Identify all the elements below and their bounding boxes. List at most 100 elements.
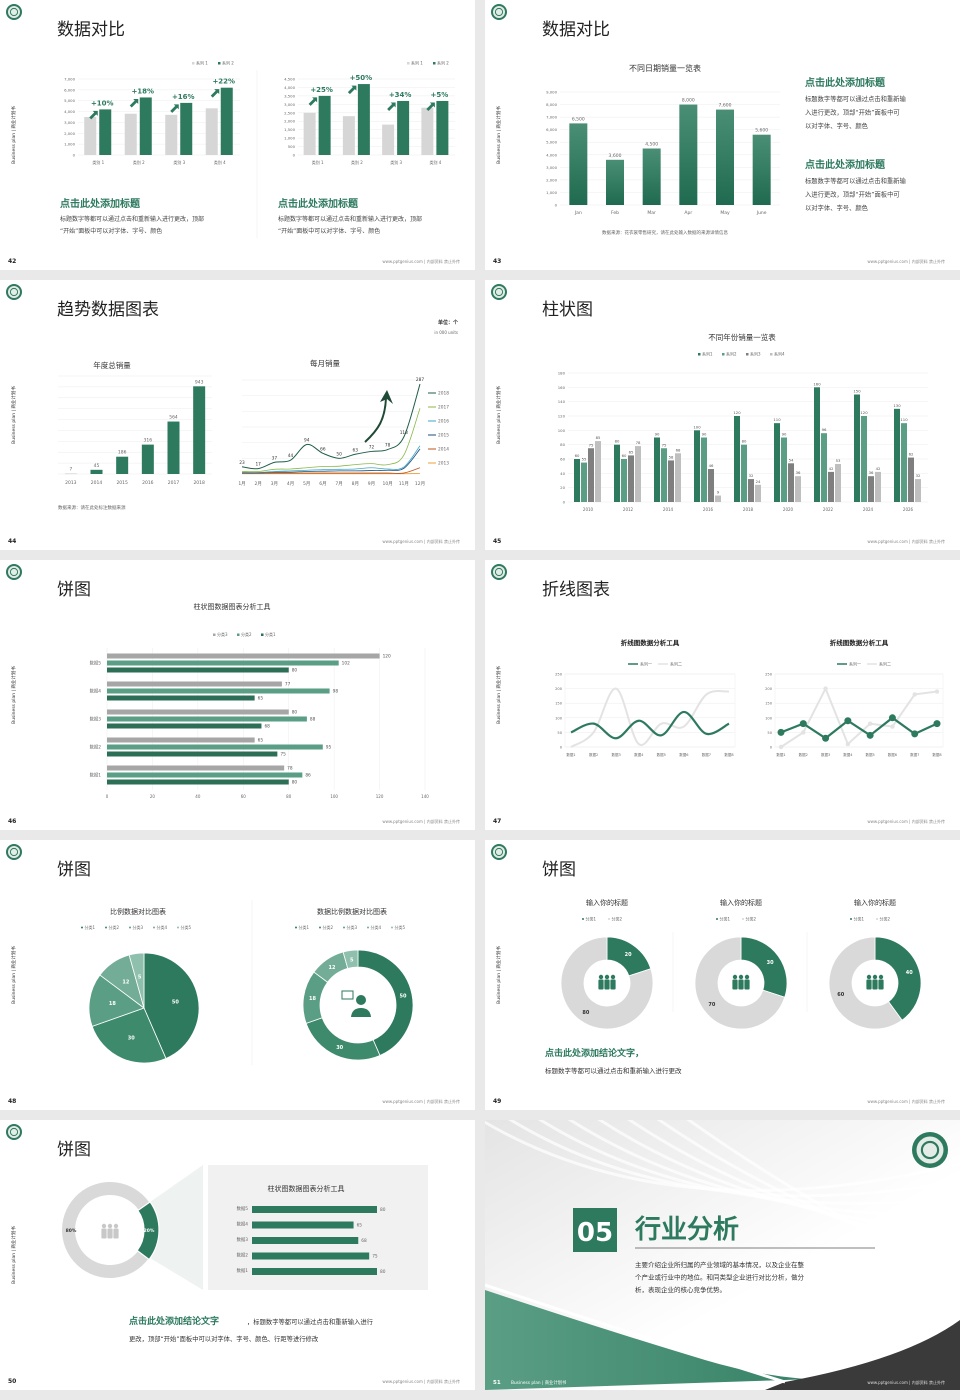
- bar: [606, 159, 624, 205]
- legend-label: 分类2: [323, 924, 334, 930]
- logo-inner: [8, 846, 20, 858]
- bar: [574, 459, 580, 502]
- data-label: 118: [400, 430, 408, 436]
- bar: [752, 134, 771, 205]
- y-tick-label: 6,000: [64, 87, 75, 92]
- arrow-head-icon: [380, 390, 393, 404]
- person-head: [610, 974, 616, 980]
- y-tick-label: 1,000: [64, 142, 75, 147]
- bar: [654, 437, 660, 502]
- block-body: 标题数字等都可以通过点击和重新输入进行更改，顶部: [60, 215, 204, 223]
- bar: [342, 116, 355, 155]
- slide-title: 折线图表: [542, 580, 610, 600]
- x-tick-label: 类别 2: [133, 159, 145, 165]
- footer-left: Business plan | 商业计划书: [511, 1379, 567, 1386]
- legend-label: 分类2: [612, 916, 623, 922]
- bar: [318, 95, 331, 155]
- page-number: 46: [8, 818, 16, 825]
- legend-swatch: [770, 353, 773, 356]
- bar: [875, 471, 881, 502]
- legend-label: 2017: [438, 405, 449, 411]
- legend-label: 分类5: [395, 924, 406, 930]
- data-label: 316: [144, 438, 153, 444]
- x-tick-label: 2月: [254, 481, 261, 487]
- block-body: 标题数字等都可以通过点击和重新输入进行更改，顶部: [278, 215, 422, 223]
- legend-swatch: [129, 926, 131, 929]
- y-tick-label: 3,000: [284, 102, 295, 107]
- y-tick-label: 5,000: [546, 140, 557, 145]
- legend-swatch: [407, 62, 410, 65]
- chart-title: 折线图数据分析工具: [621, 638, 680, 647]
- slide-canvas: 饼图 Business plan | 商业计划书 49 www.pptgenius.c…: [491, 844, 945, 1105]
- person-body: [872, 979, 878, 990]
- data-label: 60: [575, 453, 580, 458]
- data-label: 7,600: [719, 103, 732, 109]
- person-icon: [356, 995, 366, 1005]
- y-tick-label: 150: [765, 702, 773, 706]
- bar: [107, 744, 323, 750]
- logo-pattern: [494, 287, 504, 297]
- person-head: [866, 974, 872, 980]
- growth-label: +10%: [91, 99, 114, 107]
- y-tick-label: 4,000: [284, 85, 295, 90]
- y-tick-label: 0: [293, 153, 296, 158]
- chart-title: 输入你的标题: [586, 898, 628, 907]
- bar: [107, 716, 307, 722]
- logo-pattern: [9, 1127, 19, 1137]
- data-point: [912, 692, 917, 697]
- x-tick-label: 2012: [623, 507, 634, 512]
- page-number: 44: [8, 538, 16, 545]
- bar: [252, 1268, 377, 1275]
- slide-47: 折线图表 Business plan | 商业计划书 47 www.pptgenius…: [485, 560, 960, 830]
- data-label: 42: [876, 466, 881, 471]
- y-tick-label: 2,500: [284, 110, 295, 115]
- slice-label: 12: [329, 965, 336, 971]
- data-label: 75: [662, 442, 667, 447]
- green-wave: [485, 1290, 905, 1390]
- y-tick-label: 数据2: [237, 1252, 249, 1259]
- person-body: [878, 979, 884, 990]
- x-tick-label: 60: [241, 794, 247, 799]
- legend-label: 系列3: [750, 351, 761, 357]
- legend-swatch: [218, 62, 221, 65]
- x-tick-label: 类别 3: [173, 159, 185, 165]
- logo-pattern: [9, 7, 19, 17]
- slide-title: 饼图: [57, 580, 91, 600]
- data-label: 110: [773, 417, 781, 422]
- y-tick-label: 20: [560, 485, 565, 490]
- data-label: 50: [336, 451, 342, 457]
- pie-slice: [88, 974, 145, 1027]
- person-body: [604, 979, 610, 990]
- page-number: 47: [493, 818, 501, 825]
- bar: [854, 394, 860, 502]
- x-tick-label: 12月: [415, 481, 425, 487]
- page-number: 43: [493, 258, 501, 265]
- bar: [252, 1237, 359, 1244]
- chart-title: 不同年份销量一览表: [708, 332, 776, 342]
- logo-inner: [493, 566, 505, 578]
- bar: [107, 688, 330, 694]
- slice-label: 50: [172, 999, 179, 1005]
- series-line: [780, 716, 938, 740]
- legend-swatch: [698, 353, 701, 356]
- y-tick-label: 120: [558, 414, 566, 419]
- logo-pattern: [494, 567, 504, 577]
- person-head: [872, 974, 878, 980]
- unit-label-en: in 000 units: [434, 330, 458, 335]
- y-tick-label: 3,000: [546, 165, 557, 170]
- trend-arrow-icon: [364, 397, 387, 443]
- x-tick-label: 9月: [368, 481, 375, 487]
- legend-swatch: [876, 918, 878, 920]
- data-point: [866, 731, 874, 739]
- slide-46: 饼图 Business plan | 商业计划书 46 www.pptgenius.c…: [0, 560, 475, 830]
- data-point: [867, 721, 873, 726]
- block-body: 入进行更改，顶部“开始”面板中可: [805, 190, 900, 199]
- data-label: 45: [94, 463, 100, 469]
- x-tick-label: 6月: [319, 481, 326, 487]
- x-tick-label: 数据5: [657, 752, 666, 757]
- x-tick-label: 数据7: [702, 752, 711, 757]
- up-arrow-icon: [89, 110, 98, 120]
- person-head: [878, 974, 884, 980]
- y-tick-label: 9,000: [546, 90, 557, 95]
- data-label: 65: [258, 738, 264, 744]
